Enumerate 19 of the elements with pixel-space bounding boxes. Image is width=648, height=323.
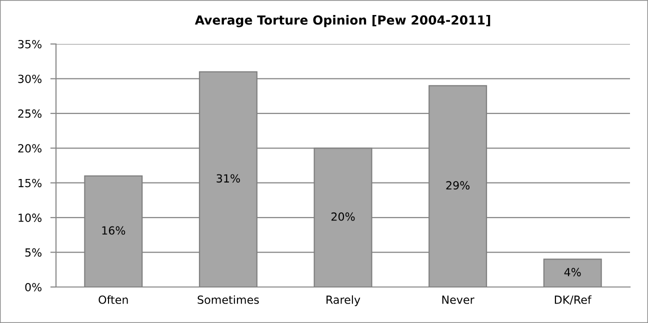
data-label: 16%: [102, 226, 126, 235]
data-label: 4%: [564, 268, 581, 276]
x-tick-label: Sometimes: [198, 295, 259, 304]
chart-title: Average Torture Opinion [Pew 2004-2011]: [194, 15, 490, 28]
y-tick-label: 0%: [25, 282, 42, 292]
data-label: 20%: [331, 212, 355, 221]
data-label: 29%: [446, 181, 470, 190]
x-tick-label: Rarely: [326, 295, 360, 306]
y-tick-label: 10%: [18, 214, 42, 222]
x-tick-label: Never: [442, 296, 474, 304]
y-tick-label: 35%: [18, 40, 42, 48]
y-tick-label: 5%: [25, 248, 42, 257]
y-tick-label: 30%: [18, 74, 42, 84]
data-label: 31%: [216, 174, 240, 183]
x-tick-label: Often: [98, 295, 128, 304]
y-tick-label: 25%: [18, 109, 42, 118]
y-tick-label: 20%: [18, 144, 42, 153]
y-tick-label: 15%: [18, 178, 42, 188]
x-tick-label: DK/Ref: [554, 295, 592, 305]
